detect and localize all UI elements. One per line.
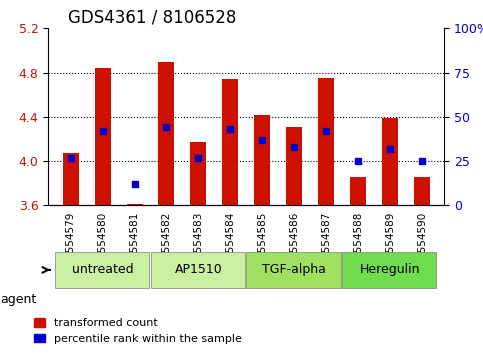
Bar (414, 177, 430, 205)
Bar (127, 204, 142, 205)
Bar (222, 79, 238, 205)
FancyBboxPatch shape (55, 252, 149, 288)
Bar (95, 68, 111, 205)
Bar (318, 78, 334, 205)
Bar (382, 118, 398, 205)
Text: agent: agent (0, 293, 36, 306)
Bar (286, 127, 302, 205)
FancyBboxPatch shape (246, 252, 341, 288)
Bar (63, 153, 79, 205)
Bar (190, 142, 206, 205)
Bar (255, 115, 270, 205)
Text: TGF-alpha: TGF-alpha (262, 263, 326, 276)
FancyBboxPatch shape (342, 252, 436, 288)
Bar (350, 177, 366, 205)
Text: untreated: untreated (72, 263, 133, 276)
Bar (158, 62, 174, 205)
FancyBboxPatch shape (151, 252, 245, 288)
Legend: transformed count, percentile rank within the sample: transformed count, percentile rank withi… (30, 314, 246, 348)
Text: GDS4361 / 8106528: GDS4361 / 8106528 (68, 9, 237, 27)
Text: AP1510: AP1510 (174, 263, 222, 276)
Text: Heregulin: Heregulin (360, 263, 420, 276)
